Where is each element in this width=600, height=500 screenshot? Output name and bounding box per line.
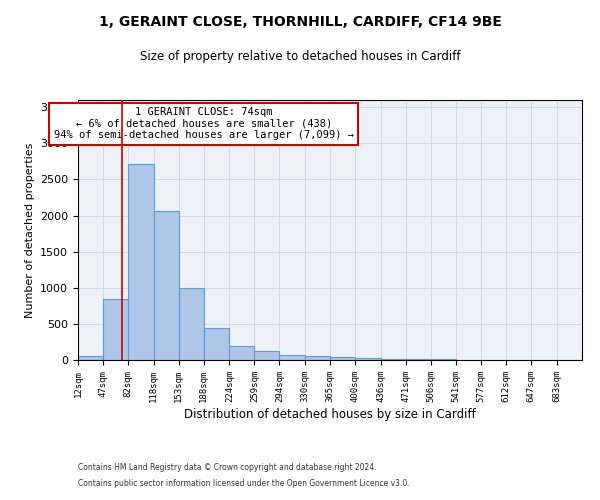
Bar xyxy=(128,164,154,360)
Bar xyxy=(179,288,203,360)
Text: Contains public sector information licensed under the Open Government Licence v3: Contains public sector information licen… xyxy=(78,478,410,488)
Bar xyxy=(78,356,103,360)
Text: Size of property relative to detached houses in Cardiff: Size of property relative to detached ho… xyxy=(140,50,460,63)
Bar xyxy=(103,298,128,360)
Bar xyxy=(203,328,229,360)
Bar xyxy=(330,357,355,360)
Text: Contains HM Land Registry data © Crown copyright and database right 2024.: Contains HM Land Registry data © Crown c… xyxy=(78,464,377,472)
Bar xyxy=(305,356,330,360)
X-axis label: Distribution of detached houses by size in Cardiff: Distribution of detached houses by size … xyxy=(184,408,476,420)
Bar xyxy=(154,211,179,360)
Text: 1, GERAINT CLOSE, THORNHILL, CARDIFF, CF14 9BE: 1, GERAINT CLOSE, THORNHILL, CARDIFF, CF… xyxy=(98,15,502,29)
Bar xyxy=(254,350,280,360)
Text: 1 GERAINT CLOSE: 74sqm
← 6% of detached houses are smaller (438)
94% of semi-det: 1 GERAINT CLOSE: 74sqm ← 6% of detached … xyxy=(53,107,353,140)
Bar xyxy=(229,346,254,360)
Bar xyxy=(380,358,406,360)
Bar xyxy=(355,358,380,360)
Y-axis label: Number of detached properties: Number of detached properties xyxy=(25,142,35,318)
Bar xyxy=(280,354,305,360)
